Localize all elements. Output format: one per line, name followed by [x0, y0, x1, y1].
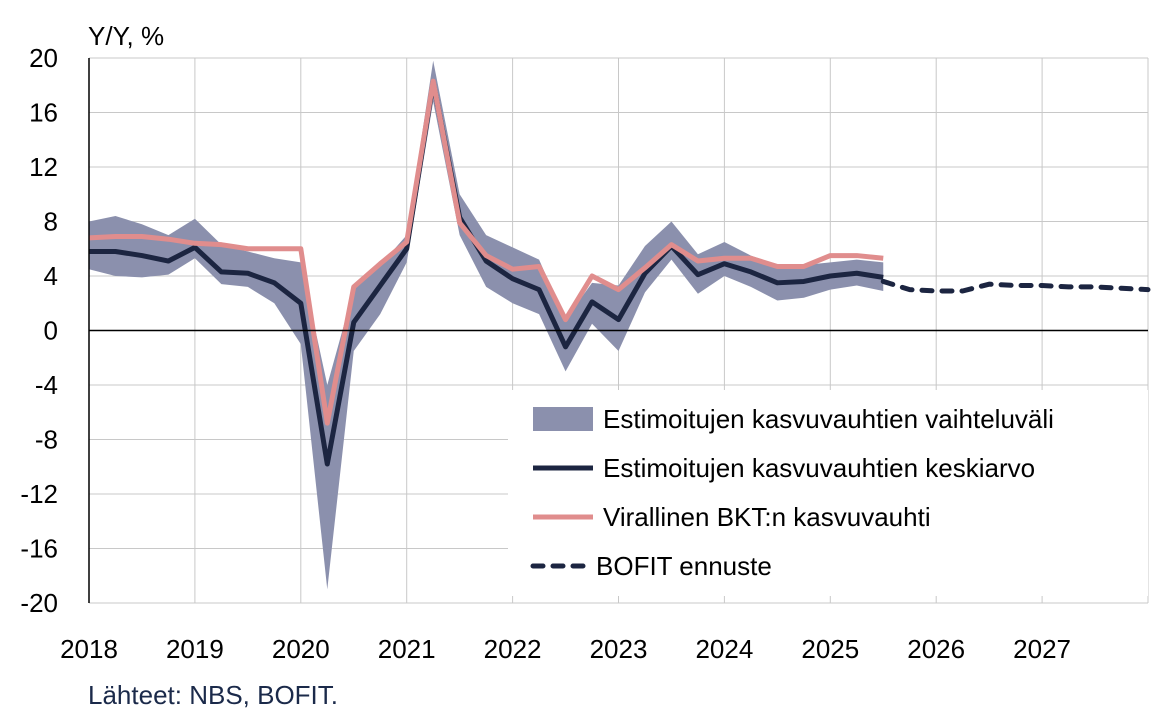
legend-item-range: Estimoitujen kasvuvauhtien vaihteluväli — [533, 404, 1054, 434]
x-tick-label: 2024 — [695, 634, 753, 664]
axes — [88, 58, 1148, 603]
series-lines-layer — [88, 78, 1151, 467]
x-tick-label: 2026 — [907, 634, 965, 664]
x-tick-label: 2027 — [1013, 634, 1071, 664]
legend-label: Estimoitujen kasvuvauhtien vaihteluväli — [603, 404, 1054, 434]
x-tick-label: 2025 — [801, 634, 859, 664]
legend-swatch — [533, 407, 593, 431]
y-tick-label: 20 — [29, 43, 58, 73]
y-tick-label: 0 — [44, 316, 58, 346]
mean-line — [89, 80, 884, 467]
y-tick-label: 4 — [44, 261, 58, 291]
y-tick-label: -8 — [35, 425, 58, 455]
legend-item-official: Virallinen BKT:n kasvuvauhti — [533, 502, 931, 532]
y-tick-label: -12 — [20, 479, 58, 509]
y-axis-label: Y/Y, % — [88, 21, 164, 51]
source-note: Lähteet: NBS, BOFIT. — [88, 680, 338, 710]
legend-label: Virallinen BKT:n kasvuvauhti — [603, 502, 931, 532]
legend-item-mean: Estimoitujen kasvuvauhtien keskiarvo — [533, 453, 1035, 483]
x-tick-label: 2022 — [484, 634, 542, 664]
x-tick-label: 2020 — [272, 634, 330, 664]
y-tick-label: -16 — [20, 534, 58, 564]
y-tick-label: 8 — [44, 207, 58, 237]
y-tick-label: -4 — [35, 370, 58, 400]
x-tick-label: 2019 — [166, 634, 224, 664]
x-tick-label: 2021 — [378, 634, 436, 664]
y-tick-label: 16 — [29, 98, 58, 128]
legend-background — [508, 390, 1148, 596]
x-tick-label: 2023 — [590, 634, 648, 664]
legend: Estimoitujen kasvuvauhtien vaihteluväli E… — [508, 390, 1148, 596]
y-tick-label: -20 — [20, 588, 58, 618]
official-gdp-line — [88, 78, 884, 426]
x-tick-label: 2018 — [60, 634, 118, 664]
legend-label: BOFIT ennuste — [596, 551, 772, 581]
legend-item-forecast: BOFIT ennuste — [530, 551, 772, 581]
forecast-line — [880, 278, 1151, 294]
y-tick-label: 12 — [29, 152, 58, 182]
legend-label: Estimoitujen kasvuvauhtien keskiarvo — [603, 453, 1035, 483]
